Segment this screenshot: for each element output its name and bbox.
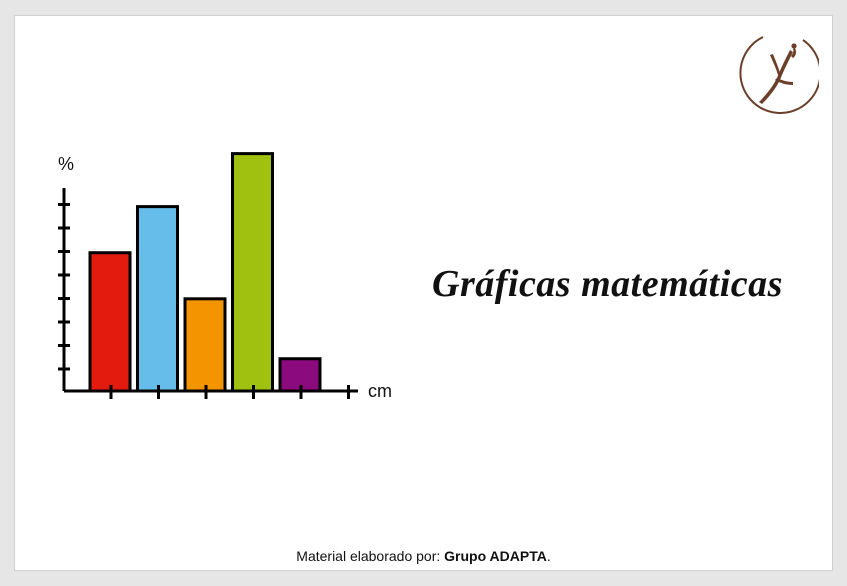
footer: Material elaborado por: Grupo ADAPTA. — [0, 548, 847, 564]
y-axis-label: % — [58, 154, 74, 174]
footer-group: Grupo ADAPTA — [444, 548, 547, 564]
x-axis-label: cm — [368, 381, 392, 401]
footer-suffix: . — [546, 548, 551, 564]
bar — [183, 297, 227, 393]
bar — [231, 152, 274, 393]
bar — [88, 251, 132, 393]
footer-prefix: Material elaborado por: — [296, 548, 441, 564]
bar — [136, 205, 179, 393]
page-title: Gráficas matemáticas — [432, 263, 783, 305]
